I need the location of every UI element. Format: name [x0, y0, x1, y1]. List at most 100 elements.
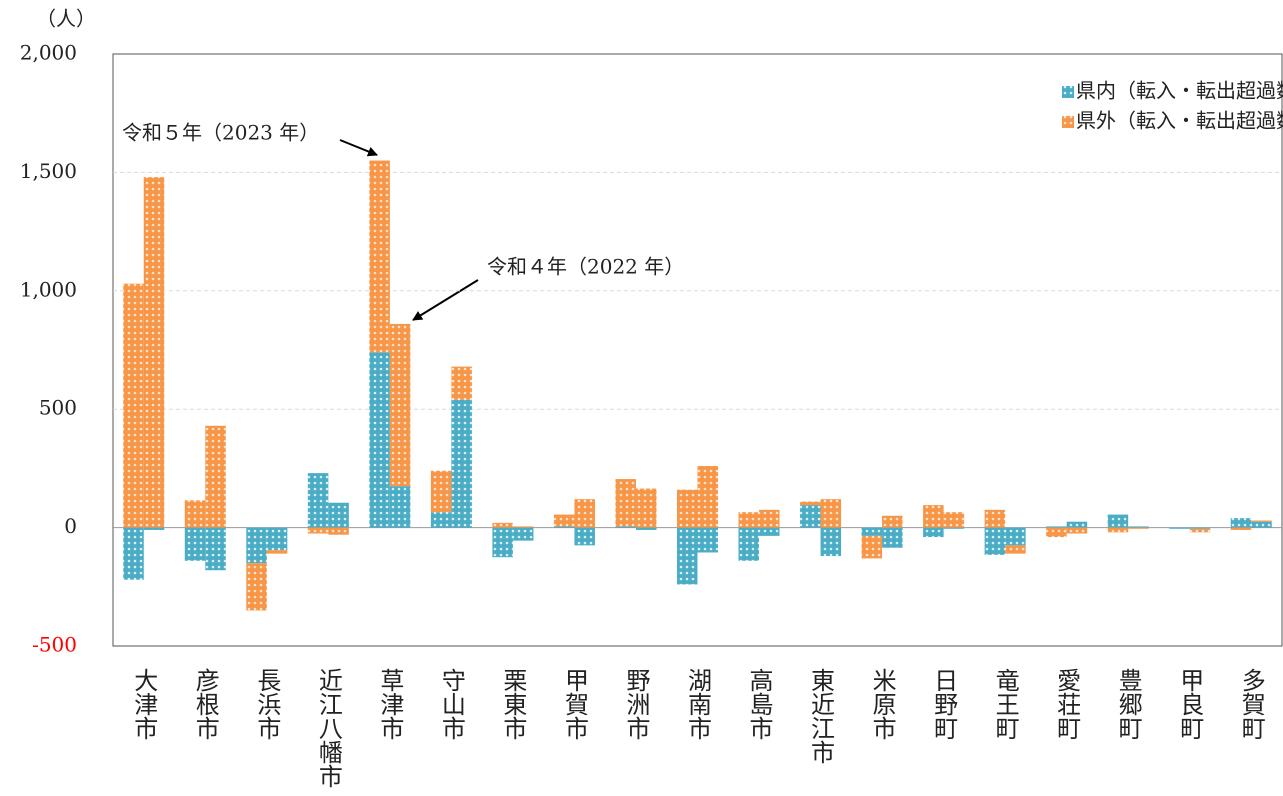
plot-frame: [112, 53, 1283, 647]
x-tick-label: 栗東市: [499, 668, 527, 740]
bar-segment: [738, 512, 760, 528]
bar-segment: [1066, 527, 1088, 534]
bar-segment: [1230, 518, 1252, 528]
x-tick-label: 野洲市: [622, 668, 650, 740]
legend: 県内（転入・転出超過数） 県外（転入・転出超過数）: [1062, 79, 1283, 133]
bar-segment: [635, 488, 657, 528]
x-tick-label: 草津市: [376, 668, 404, 740]
bar-segment: [1107, 527, 1129, 533]
bar-segment: [266, 550, 288, 554]
bar-segment: [389, 323, 411, 487]
bar-segment: [123, 527, 144, 580]
bar-segment: [1046, 527, 1067, 538]
x-tick-label: 竜王町: [991, 668, 1019, 740]
bar-segment: [984, 527, 1006, 555]
y-tick-label: 500: [39, 396, 77, 420]
x-tick-label: 米原市: [868, 668, 896, 740]
bar-segment: [266, 527, 288, 551]
x-tick-label: 近江八幡市: [314, 668, 342, 788]
legend-swatch: [1062, 86, 1074, 98]
bar-segment: [984, 509, 1006, 528]
annotation: 令和５年（2023 年）: [122, 121, 319, 145]
bar-segment: [553, 526, 575, 528]
bar-segment: [389, 486, 411, 528]
bar-segment: [184, 500, 206, 528]
bar-segment: [800, 505, 821, 528]
bar-segment: [882, 515, 903, 528]
bar-segment: [943, 512, 965, 528]
bar-segment: [1046, 526, 1067, 528]
x-tick-label: 守山市: [437, 668, 465, 740]
bar-segment: [512, 526, 534, 528]
bar-segment: [451, 399, 472, 528]
x-tick-label: 多賀町: [1237, 668, 1265, 740]
bar-segment: [1251, 521, 1272, 528]
bar-segment: [1230, 527, 1252, 530]
legend-label: 県内（転入・転出超過数）: [1076, 79, 1283, 103]
bar-segment: [143, 527, 165, 530]
bar-segment: [800, 501, 821, 506]
x-tick-label: 高島市: [745, 668, 773, 740]
bar-segment: [697, 466, 719, 528]
bar-segment: [820, 499, 842, 528]
bar-segment: [1169, 527, 1190, 529]
x-tick-label: 愛荘町: [1053, 668, 1081, 740]
x-tick-label: 湖南市: [684, 668, 712, 740]
bar-segment: [820, 527, 842, 557]
bar-segment: [369, 352, 390, 528]
bar-segment: [512, 527, 534, 541]
annotation: 令和４年（2022 年）: [487, 255, 684, 279]
y-tick-label: 0: [64, 514, 77, 538]
x-tick-label: 豊郷町: [1114, 668, 1142, 740]
bar-segment: [861, 535, 883, 559]
x-tick-label: 東近江市: [807, 668, 835, 764]
bar-segment: [451, 366, 472, 400]
bar-segment: [759, 527, 780, 536]
x-tick-label: 日野町: [930, 668, 958, 740]
bar-segment: [430, 512, 452, 528]
bar-segment: [882, 527, 903, 548]
annotation-arrow: [339, 139, 378, 157]
x-tick-label: 甲賀市: [560, 668, 588, 740]
bar-segment: [205, 527, 226, 571]
x-tick-label: 甲良町: [1176, 668, 1204, 740]
bar-segment: [1251, 520, 1272, 522]
y-tick-label: 1,000: [20, 277, 77, 301]
bar-segment: [246, 563, 267, 611]
bar-segment: [492, 522, 513, 528]
y-tick-label: 1,500: [20, 159, 77, 183]
bar-segment: [738, 527, 760, 561]
bar-segment: [1128, 527, 1149, 529]
bar-segment: [492, 527, 513, 558]
bar-segment: [697, 527, 719, 553]
bar-segment: [143, 177, 165, 528]
bar-segment: [205, 425, 226, 528]
bar-segment: [635, 527, 657, 530]
bar-segment: [676, 489, 698, 528]
bar-segment: [1189, 528, 1211, 533]
bar-segment: [1005, 527, 1026, 546]
bar-segment: [553, 514, 575, 527]
bar-segment: [676, 527, 698, 585]
bar-segment: [328, 502, 349, 528]
bar-segment: [369, 160, 390, 353]
bar-segment: [923, 527, 944, 538]
bar-segment: [1128, 526, 1149, 528]
bar-segment: [246, 527, 267, 564]
annotation-arrow: [412, 279, 479, 321]
bar-segment: [1107, 514, 1129, 528]
x-tick-label: 彦根市: [191, 668, 219, 740]
bar-segment: [1066, 521, 1088, 528]
bar-segment: [759, 509, 780, 528]
bar-segment: [574, 527, 595, 546]
y-tick-label: -500: [32, 633, 77, 657]
bar-segment: [861, 527, 883, 536]
x-tick-label: 長浜市: [253, 668, 281, 740]
legend-swatch: [1062, 116, 1074, 128]
x-tick-label: 大津市: [130, 668, 158, 740]
bar-segment: [1189, 527, 1211, 529]
bar-segment: [307, 473, 329, 528]
bar-segment: [615, 479, 636, 527]
bar-segment: [1005, 545, 1026, 554]
